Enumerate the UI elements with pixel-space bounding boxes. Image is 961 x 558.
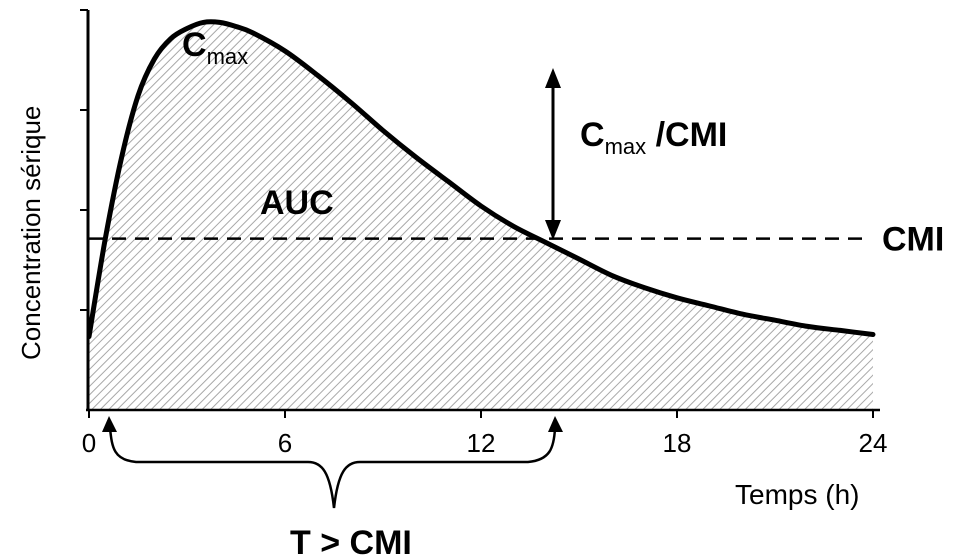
x-ticks: 0 6 12 18 24	[82, 410, 888, 458]
cmax-cmi-arrow	[545, 68, 561, 240]
time-above-cmi-label: T > CMI	[290, 524, 412, 558]
time-above-cmi-brace	[108, 427, 557, 509]
x-tick-label: 24	[859, 428, 888, 458]
cmi-label: CMI	[882, 221, 944, 259]
time-above-cmi-arrowheads	[102, 416, 563, 432]
x-tick-label: 12	[467, 428, 496, 458]
x-tick-label: 6	[278, 428, 292, 458]
auc-area	[89, 21, 873, 411]
cmax-cmi-label: Cmax /CMI	[580, 116, 727, 159]
x-axis-title: Temps (h)	[735, 479, 859, 510]
concentration-curve	[86, 19, 876, 340]
y-axis-title: Concentration sérique	[16, 106, 46, 360]
x-tick-label: 18	[663, 428, 692, 458]
auc-label: AUC	[260, 184, 334, 222]
y-ticks	[80, 9, 88, 311]
x-tick-label: 0	[82, 428, 96, 458]
cmax-label: Cmax	[182, 26, 248, 69]
